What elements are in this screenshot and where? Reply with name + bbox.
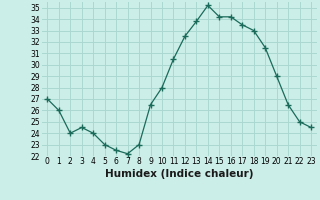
X-axis label: Humidex (Indice chaleur): Humidex (Indice chaleur) (105, 169, 253, 179)
